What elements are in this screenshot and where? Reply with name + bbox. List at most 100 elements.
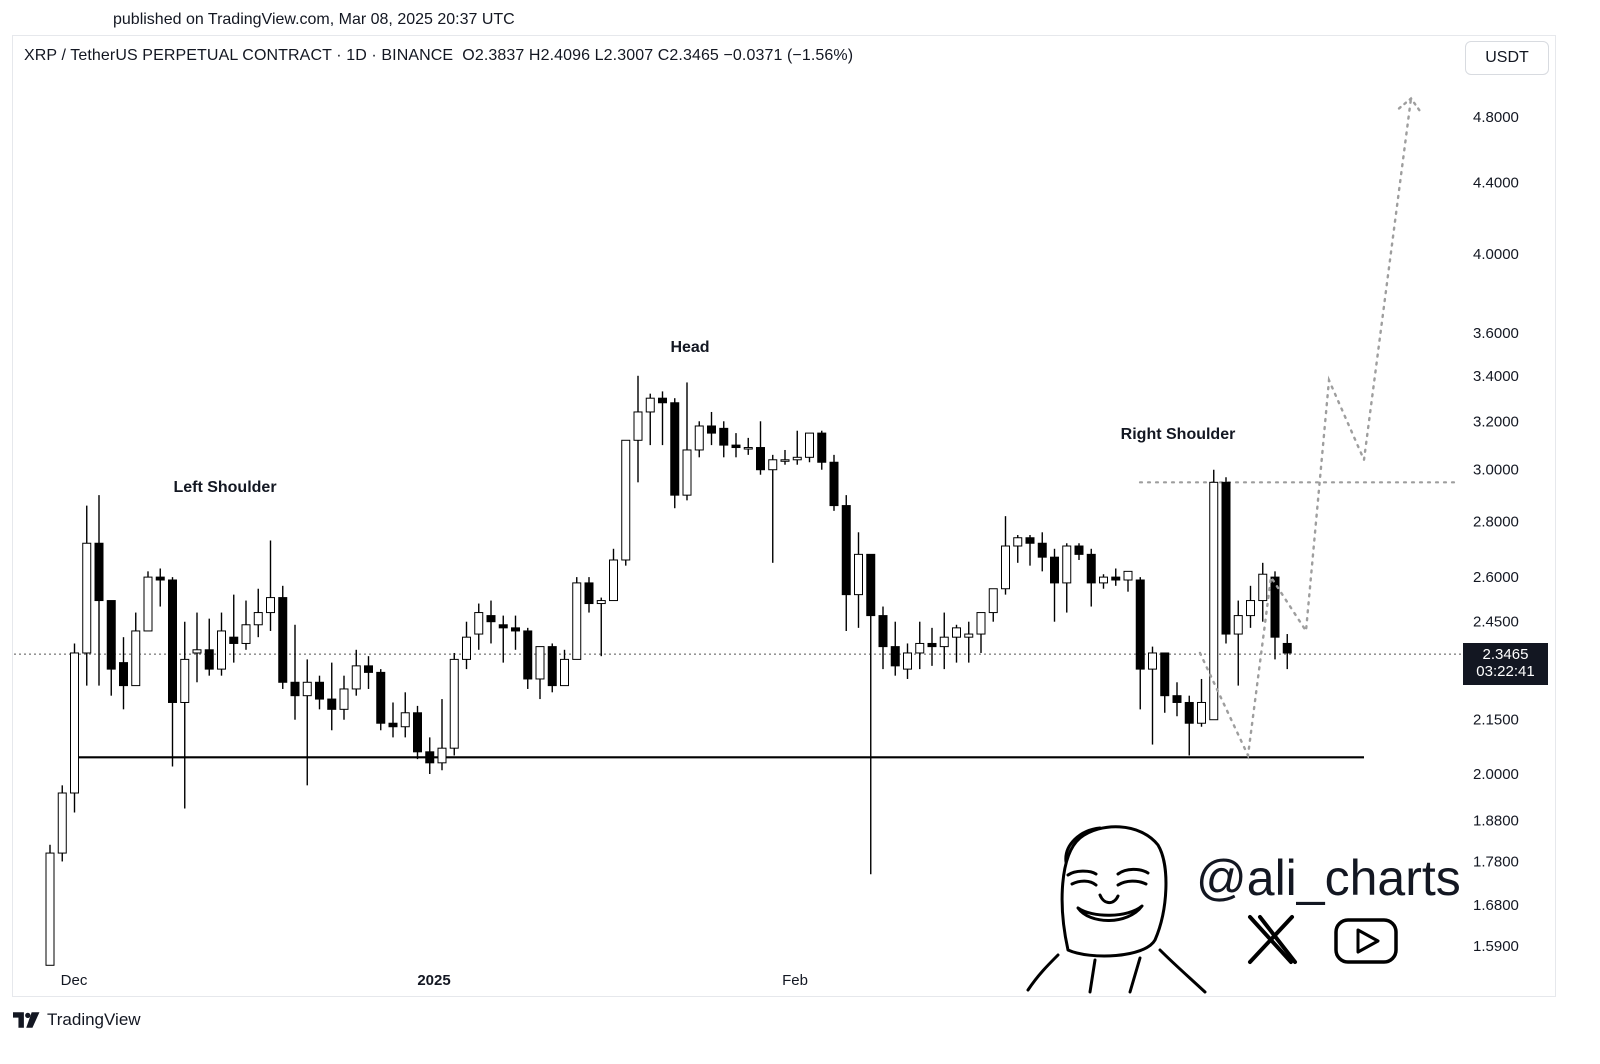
candle <box>1221 477 1231 644</box>
up-candle-body <box>143 576 153 632</box>
up-candle-body <box>351 665 361 690</box>
last-price-tag: 2.3465 03:22:41 <box>1463 643 1548 685</box>
candle <box>523 627 533 689</box>
candle <box>266 540 275 631</box>
candle <box>829 454 839 511</box>
price-axis-label: 2.0000 <box>1473 766 1519 783</box>
candle <box>817 430 827 470</box>
down-candle-body <box>1025 537 1035 544</box>
down-candle-body <box>486 615 496 623</box>
down-candle-body <box>670 402 680 496</box>
avatar-mouth <box>1076 904 1144 922</box>
candle <box>180 621 190 809</box>
down-candle-body <box>413 712 422 753</box>
candle <box>229 594 239 663</box>
up-candle-body <box>45 852 55 966</box>
time-axis-label: Dec <box>61 972 88 989</box>
candle <box>621 439 631 566</box>
candle <box>241 600 251 650</box>
candle <box>388 702 398 738</box>
candle <box>927 627 937 666</box>
up-candle-body <box>915 642 925 654</box>
candle <box>854 532 863 628</box>
candle <box>400 692 410 738</box>
candle <box>253 588 263 638</box>
candle <box>204 618 214 676</box>
down-candle-body <box>1037 542 1047 558</box>
avatar-brows <box>1064 826 1150 877</box>
candle <box>633 375 643 483</box>
candle <box>1050 548 1059 622</box>
candle <box>106 600 116 696</box>
candle <box>511 615 520 650</box>
candle <box>474 603 484 650</box>
up-candle-body <box>400 712 410 728</box>
up-candle-body <box>266 597 275 614</box>
avatar-nose <box>1098 893 1120 905</box>
candles <box>45 375 1292 966</box>
candle <box>1099 574 1108 589</box>
candle <box>1123 570 1133 592</box>
down-candle-body <box>425 751 435 764</box>
pattern-label: Head <box>670 339 709 356</box>
price-axis-label: 4.0000 <box>1473 246 1519 263</box>
candle <box>878 606 888 670</box>
down-candle-body <box>1074 545 1084 555</box>
candle <box>792 430 802 465</box>
up-candle-body <box>1258 573 1268 602</box>
projection-path <box>1198 97 1413 760</box>
candle <box>462 621 471 670</box>
candle <box>1184 695 1194 756</box>
down-candle-body <box>498 624 508 629</box>
candle <box>449 652 459 756</box>
down-candle-body <box>1050 556 1059 584</box>
candle <box>988 588 998 622</box>
down-candle-body <box>878 615 888 648</box>
down-candle-body <box>547 646 557 687</box>
candle <box>364 656 373 689</box>
candle <box>82 505 92 686</box>
candle <box>547 643 557 693</box>
down-candle-body <box>290 681 300 697</box>
up-candle-body <box>645 397 655 413</box>
candle <box>670 398 680 509</box>
up-candle-body <box>339 688 349 710</box>
down-candle-body <box>1160 652 1170 697</box>
last-price-value: 2.3465 <box>1482 646 1529 663</box>
up-candle-body <box>780 459 790 462</box>
candle <box>143 571 153 632</box>
currency-button[interactable]: USDT <box>1465 41 1549 75</box>
candle <box>1074 543 1084 560</box>
candle <box>1160 652 1170 713</box>
down-candle-body <box>511 627 520 632</box>
up-candle-body <box>462 636 471 660</box>
candle <box>535 646 545 700</box>
up-candle-body <box>682 449 692 496</box>
candle <box>1086 548 1096 607</box>
down-candle-body <box>1221 481 1231 635</box>
down-candle-body <box>229 636 239 644</box>
candle <box>915 621 925 670</box>
candle <box>707 411 716 446</box>
up-candle-body <box>1209 481 1219 721</box>
candle <box>192 612 202 683</box>
up-candle-body <box>241 624 251 644</box>
candle <box>719 421 729 458</box>
candle <box>658 391 667 446</box>
avatar-head <box>1060 825 1168 958</box>
candle <box>498 615 508 663</box>
up-candle-body <box>180 658 190 703</box>
up-candle-body <box>621 439 631 561</box>
candle <box>976 612 986 653</box>
up-candle-body <box>572 582 582 660</box>
footer-brand[interactable]: TradingView <box>13 1010 141 1030</box>
x-logo-icon <box>1248 915 1297 964</box>
up-candle-body <box>449 658 459 749</box>
up-candle-body <box>131 630 141 687</box>
chart-panel <box>12 35 1556 997</box>
down-candle-body <box>1086 553 1096 584</box>
footer-brand-text: TradingView <box>47 1010 141 1029</box>
candle <box>278 585 288 689</box>
down-candle-body <box>658 397 667 404</box>
